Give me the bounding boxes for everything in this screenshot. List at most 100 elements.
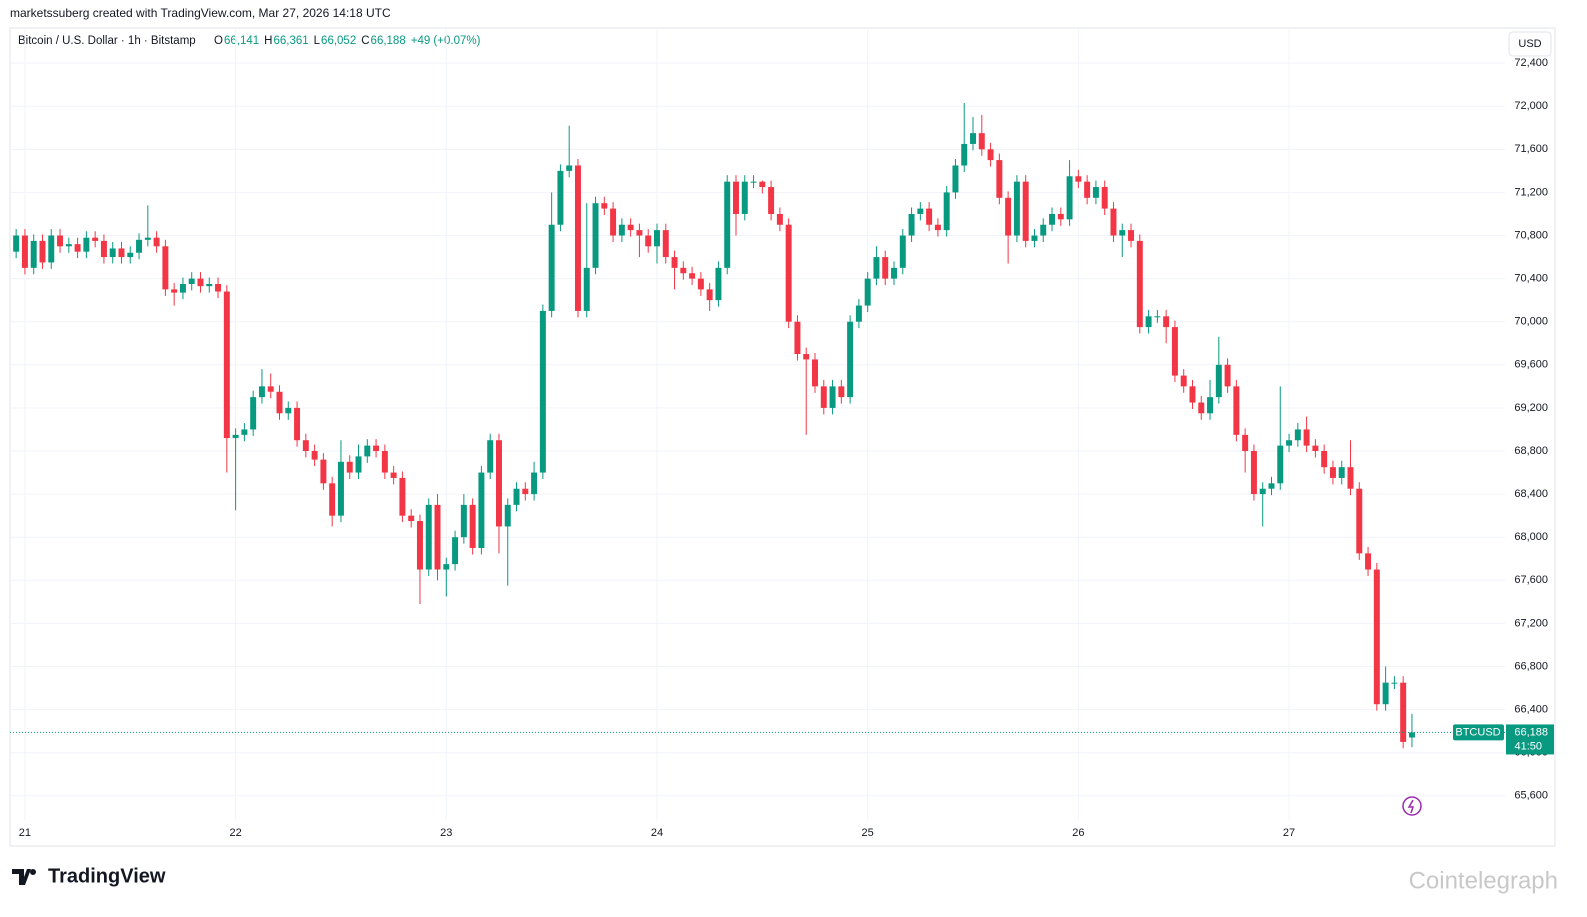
candle-body xyxy=(829,386,836,408)
candle-body xyxy=(1066,176,1073,220)
candle-body xyxy=(171,289,178,293)
candle-body xyxy=(803,354,810,360)
candle-body xyxy=(179,284,186,293)
y-tick-label: 72,400 xyxy=(1514,57,1548,69)
candle-body xyxy=(285,407,292,414)
candle-body xyxy=(1189,386,1196,403)
candle-body xyxy=(882,257,889,279)
candle-body xyxy=(1040,224,1047,236)
candle-body xyxy=(1365,553,1372,570)
candle-body xyxy=(399,477,406,516)
change: +49 (+0.07%) xyxy=(411,35,481,47)
x-tick-label: 26 xyxy=(1072,827,1084,839)
candle-body xyxy=(1171,327,1178,376)
candle-body xyxy=(1136,240,1143,328)
candle-body xyxy=(1268,483,1275,489)
candle-body xyxy=(592,203,599,268)
candle-body xyxy=(109,248,116,258)
candle-body xyxy=(1092,187,1099,198)
candle-body xyxy=(215,284,222,292)
y-tick-label: 68,400 xyxy=(1514,488,1548,500)
candle-body xyxy=(539,310,546,473)
candle-body xyxy=(1294,429,1301,441)
candle-body xyxy=(934,224,941,231)
candle-body xyxy=(1277,445,1284,484)
candle-body xyxy=(785,224,792,322)
x-tick-label: 27 xyxy=(1283,827,1295,839)
candle-body xyxy=(57,235,64,247)
y-tick-label: 69,200 xyxy=(1514,402,1548,414)
candle-body xyxy=(662,230,669,258)
candle-body xyxy=(943,192,950,231)
candle-body xyxy=(689,273,696,279)
candle-body xyxy=(250,397,257,430)
candle-body xyxy=(610,208,617,236)
candle-body xyxy=(30,240,37,268)
currency[interactable]: USD xyxy=(1518,38,1541,50)
ohlc-key: C xyxy=(361,35,369,47)
replay-icon[interactable] xyxy=(1402,796,1422,816)
candle-body xyxy=(776,213,783,225)
candle-body xyxy=(223,291,230,439)
candle-body xyxy=(1400,682,1407,742)
candle-body xyxy=(750,181,757,183)
candle-body xyxy=(337,461,344,516)
candle-body xyxy=(531,472,538,495)
y-tick-label: 67,200 xyxy=(1514,617,1548,629)
candle-body xyxy=(864,278,871,306)
candle-body xyxy=(1356,488,1363,554)
candle-body xyxy=(1005,197,1012,236)
candle-body xyxy=(1022,181,1029,241)
candle-body xyxy=(197,278,204,287)
candle-body xyxy=(697,278,704,290)
candle-body xyxy=(1224,364,1231,387)
candle-body xyxy=(1373,569,1380,705)
candle-body xyxy=(645,235,652,247)
ohlc-value: 66,188 xyxy=(371,35,406,47)
y-tick-label: 66,800 xyxy=(1514,660,1548,672)
y-tick-label: 70,800 xyxy=(1514,229,1548,241)
y-tick-label: 70,400 xyxy=(1514,273,1548,285)
tv-logo xyxy=(12,869,36,885)
candle-body xyxy=(188,278,195,285)
candle-body xyxy=(118,248,125,258)
candle-body xyxy=(83,237,90,252)
candle-body xyxy=(987,149,994,161)
ohlc-value: 66,141 xyxy=(224,35,259,47)
candle-body xyxy=(654,230,660,247)
candle-body xyxy=(522,488,529,495)
brand: TradingView xyxy=(48,865,166,887)
candle-body xyxy=(794,321,801,355)
candle-body xyxy=(1338,467,1345,478)
candle-body xyxy=(13,235,20,252)
candle-body xyxy=(1119,230,1126,236)
chart-frame xyxy=(9,27,1556,847)
candle-body xyxy=(39,240,46,263)
candle-body xyxy=(574,165,581,311)
candle-body xyxy=(1075,176,1082,182)
candle-body xyxy=(759,181,766,188)
candle-body xyxy=(1233,386,1240,435)
candle-body xyxy=(1128,230,1135,241)
candle-body xyxy=(390,472,397,478)
candle-body xyxy=(970,133,976,144)
candle-body xyxy=(566,165,573,171)
candle-body xyxy=(1013,181,1020,236)
y-tick-label: 68,000 xyxy=(1514,531,1548,543)
x-tick-label: 24 xyxy=(651,827,663,839)
candle-body xyxy=(294,407,301,441)
candle-body xyxy=(908,213,915,236)
candle-body xyxy=(768,187,775,214)
candle-body xyxy=(373,445,380,452)
candle-body xyxy=(311,451,318,460)
candle-body xyxy=(258,386,265,398)
candle-body xyxy=(926,208,933,225)
candle-body xyxy=(1215,364,1222,398)
candle-body xyxy=(1329,467,1336,478)
y-tick-label: 71,600 xyxy=(1514,143,1548,155)
currency-box[interactable] xyxy=(1508,31,1552,57)
candle-body xyxy=(961,143,968,166)
candle-body xyxy=(741,181,748,214)
